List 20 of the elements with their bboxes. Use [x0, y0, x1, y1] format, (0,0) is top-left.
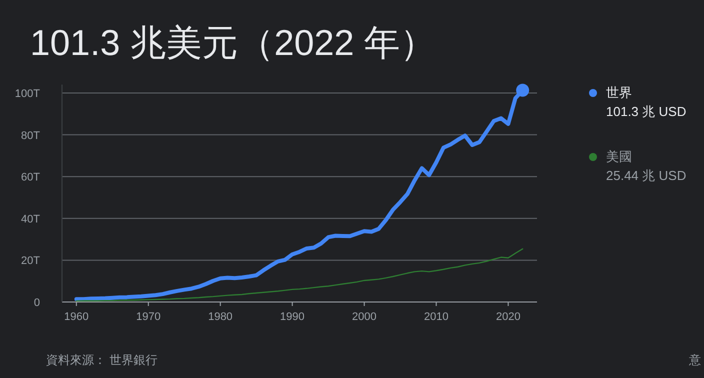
legend-label: 美國	[606, 149, 632, 164]
x-tick-label: 2010	[424, 311, 448, 323]
source-note: 資料來源： 世界銀行	[46, 353, 158, 367]
title: 101.3 兆美元（2022 年）	[30, 22, 436, 63]
x-tick-label: 2000	[352, 311, 377, 323]
y-tick-label: 80T	[21, 130, 40, 142]
text: 意	[688, 353, 701, 367]
text: 101.3 兆 USD	[606, 104, 686, 119]
y-tick-label: 100T	[14, 88, 40, 100]
x-tick-label: 2020	[496, 311, 520, 323]
y-tick-label: 0	[34, 297, 40, 309]
x-tick-label: 1990	[280, 311, 305, 323]
x-tick-label: 1970	[136, 311, 161, 323]
y-tick-label: 40T	[21, 213, 40, 226]
text: 25.44 兆 USD	[606, 168, 686, 183]
x-tick-label: 1960	[64, 311, 89, 323]
y-tick-label: 20T	[21, 255, 40, 268]
legend-label: 世界	[606, 85, 632, 100]
x-tick-label: 1980	[208, 311, 233, 323]
y-tick-label: 60T	[21, 172, 40, 184]
